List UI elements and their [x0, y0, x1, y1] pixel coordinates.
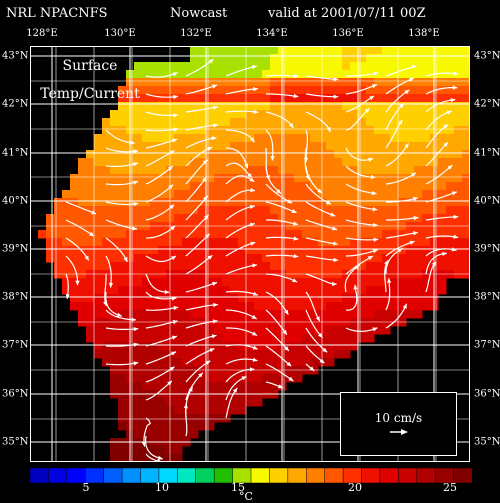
vector-scale-arrow-icon: [390, 429, 408, 435]
product-label: Nowcast: [170, 6, 228, 21]
colorbar-swatch: [379, 468, 399, 483]
latitude-label: 39°N: [2, 243, 29, 255]
colorbar-swatch: [398, 468, 418, 483]
latitude-label: 36°N: [2, 388, 29, 400]
longitude-label: 128°E: [26, 28, 58, 39]
colorbar-swatch: [195, 468, 215, 483]
colorbar: [30, 468, 472, 483]
colorbar-tick-label: 15: [231, 481, 245, 494]
header-bar: NRL NPACNFS Nowcast valid at 2001/07/11 …: [0, 0, 500, 24]
longitude-label: 132°E: [180, 28, 212, 39]
colorbar-swatch: [250, 468, 270, 483]
colorbar-swatch: [453, 468, 472, 483]
map-title: Surface Temp/Current: [36, 52, 144, 108]
map-title-line-2: Temp/Current: [40, 86, 140, 102]
latitude-label: 38°N: [2, 291, 29, 303]
latitude-label: 40°N: [474, 195, 500, 207]
latitude-label: 36°N: [474, 388, 500, 400]
colorbar-swatch: [361, 468, 381, 483]
colorbar-tick-label: 25: [443, 481, 457, 494]
latitude-label: 40°N: [2, 195, 29, 207]
longitude-label: 134°E: [256, 28, 288, 39]
colorbar-swatch: [287, 468, 307, 483]
latitude-label: 38°N: [474, 291, 500, 303]
latitude-label: 43°N: [2, 50, 29, 62]
valid-time-label: valid at 2001/07/11 00Z: [268, 6, 426, 21]
colorbar-swatch: [416, 468, 436, 483]
map-panel: [30, 46, 470, 462]
latitude-label: 35°N: [2, 436, 29, 448]
latitude-label: 39°N: [474, 243, 500, 255]
vector-scale-label: 10 cm/s: [374, 411, 423, 425]
colorbar-swatch: [103, 468, 123, 483]
colorbar-swatch: [324, 468, 344, 483]
colorbar-tick-label: 20: [348, 481, 362, 494]
colorbar-swatch: [306, 468, 326, 483]
map-canvas: [30, 46, 470, 462]
colorbar-swatch: [177, 468, 197, 483]
latitude-label: 35°N: [474, 436, 500, 448]
longitude-label: 136°E: [332, 28, 364, 39]
colorbar-unit: °C: [239, 490, 253, 503]
colorbar-swatch: [48, 468, 68, 483]
latitude-label: 42°N: [474, 98, 500, 110]
graticule: [30, 46, 470, 462]
latitude-label: 42°N: [2, 98, 29, 110]
map-title-line-1: Surface: [62, 58, 118, 74]
colorbar-tick-label: 5: [82, 481, 90, 494]
colorbar-swatch: [121, 468, 142, 483]
latitude-label: 37°N: [474, 339, 500, 351]
longitude-label: 130°E: [104, 28, 136, 39]
current-streamlines: [65, 58, 459, 462]
latitude-label: 41°N: [2, 147, 29, 159]
longitude-label: 138°E: [408, 28, 440, 39]
latitude-label: 43°N: [474, 50, 500, 62]
vector-scale-box: 10 cm/s: [340, 392, 457, 456]
colorbar-tick-label: 10: [155, 481, 169, 494]
colorbar-swatch: [269, 468, 289, 483]
latitude-label: 41°N: [474, 147, 500, 159]
latitude-label: 37°N: [2, 339, 29, 351]
colorbar-swatch: [30, 468, 49, 483]
source-label: NRL NPACNFS: [6, 6, 108, 21]
